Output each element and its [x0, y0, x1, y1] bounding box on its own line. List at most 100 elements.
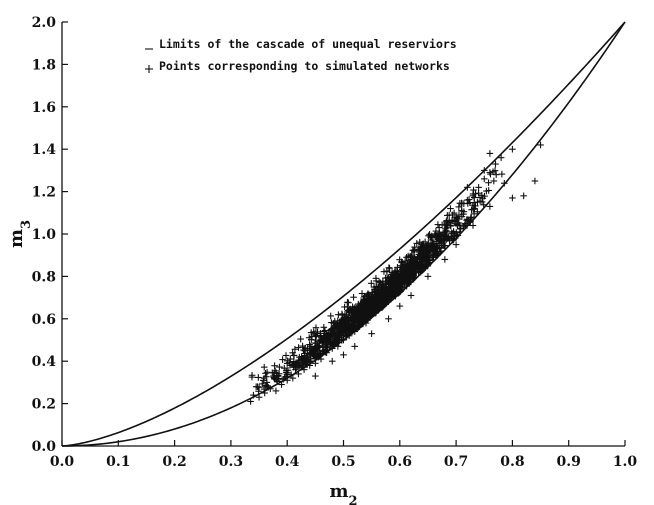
scatter-point — [343, 312, 350, 320]
scatter-point — [455, 203, 463, 211]
scatter-point — [452, 241, 460, 248]
scatter-point — [415, 246, 423, 254]
scatter-point — [398, 286, 405, 294]
scatter-point — [469, 192, 477, 200]
scatter-point — [469, 222, 477, 229]
scatter-point — [478, 191, 486, 199]
scatter-point — [306, 362, 314, 369]
scatter-point — [351, 328, 359, 335]
scatter-point — [312, 372, 319, 380]
scatter-point — [300, 346, 307, 354]
scatter-point — [430, 243, 437, 251]
y-tick-label: 1.4 — [32, 142, 57, 158]
scatter-point — [409, 246, 417, 254]
scatter-point — [464, 196, 471, 204]
scatter-point — [452, 213, 460, 221]
scatter-point — [424, 261, 431, 269]
scatter-point — [396, 302, 404, 310]
scatter-point — [397, 262, 405, 269]
x-tick-label: 0.3 — [219, 454, 243, 470]
scatter-point — [260, 363, 268, 371]
scatter-point — [491, 167, 499, 174]
legend: Limits of the cascade of unequal reservi… — [145, 37, 457, 73]
scatter-point — [406, 278, 413, 286]
scatter-point — [469, 206, 477, 213]
scatter-point — [340, 319, 347, 327]
legend-label: Limits of the cascade of unequal reservi… — [159, 37, 457, 51]
scatter-point — [393, 287, 401, 294]
scatter-point — [385, 274, 392, 282]
scatter-point — [353, 324, 360, 332]
limit-curves — [61, 21, 626, 447]
scatter-point — [357, 321, 364, 329]
scatter-point — [289, 374, 297, 382]
scatter-point — [282, 367, 290, 375]
x-tick-label: 1.0 — [613, 454, 638, 470]
scatter-point — [406, 252, 414, 260]
scatter-point — [276, 363, 283, 371]
scatter-point — [290, 352, 298, 359]
scatter-point — [279, 375, 287, 383]
scatter-point — [407, 268, 415, 276]
scatter-point — [359, 300, 367, 308]
scatter-point — [320, 328, 328, 335]
scatter-point — [462, 220, 469, 227]
scatter-point — [351, 343, 359, 350]
scatter-point — [299, 342, 306, 350]
scatter-point — [289, 349, 296, 357]
y-tick-label: 2.0 — [32, 15, 57, 31]
x-tick-label: 0.2 — [162, 454, 186, 470]
scatter-point — [345, 306, 353, 314]
x-tick-label: 0.5 — [331, 454, 355, 470]
scatter-point — [282, 352, 290, 359]
scatter-point — [307, 350, 315, 358]
scatter-point — [435, 224, 443, 231]
scatter-point — [487, 170, 494, 178]
scatter-point — [367, 293, 375, 301]
scatter-point — [373, 290, 381, 297]
y-tick-label: 0.6 — [32, 312, 56, 328]
scatter-point — [421, 254, 429, 261]
scatter-point — [531, 177, 539, 185]
scatter-point — [486, 169, 494, 176]
scatter-point — [398, 259, 406, 266]
y-axis-title: m3 — [6, 220, 34, 248]
scatter-point — [490, 177, 498, 185]
scatter-point — [385, 264, 393, 271]
scatter-point — [247, 398, 254, 405]
scatter-point — [443, 220, 450, 228]
y-tick-label: 0.4 — [32, 354, 57, 370]
scatter-point — [447, 222, 454, 229]
scatter-point — [287, 355, 294, 363]
scatter-point — [453, 214, 461, 222]
scatter-point — [401, 271, 408, 279]
scatter-point — [431, 231, 439, 239]
scatter-point — [434, 221, 442, 228]
scatter-point — [313, 332, 320, 339]
y-tick-label: 1.6 — [32, 100, 56, 116]
scatter-point — [262, 382, 270, 389]
scatter-point — [460, 223, 467, 231]
scatter-point — [297, 335, 304, 343]
scatter-point — [283, 376, 291, 384]
scatter-point — [308, 333, 316, 340]
scatter-point — [403, 254, 410, 261]
scatter-point — [317, 355, 325, 363]
scatter-point — [419, 258, 426, 265]
scatter-point — [411, 265, 418, 273]
scatter-point — [381, 286, 389, 293]
scatter-point — [466, 218, 474, 226]
scatter-point — [338, 310, 346, 318]
scatter-point — [486, 150, 494, 157]
scatter-point — [323, 349, 330, 357]
scatter-point — [313, 352, 320, 360]
scatter-point — [424, 273, 432, 280]
scatter-point — [255, 393, 263, 401]
scatter-point — [295, 370, 302, 378]
scatter-point — [278, 381, 285, 388]
scatter-point — [425, 232, 432, 240]
scatter-point — [396, 281, 404, 289]
limit-curve — [61, 21, 626, 447]
scatter-point — [447, 205, 454, 212]
scatter-point — [263, 379, 271, 386]
